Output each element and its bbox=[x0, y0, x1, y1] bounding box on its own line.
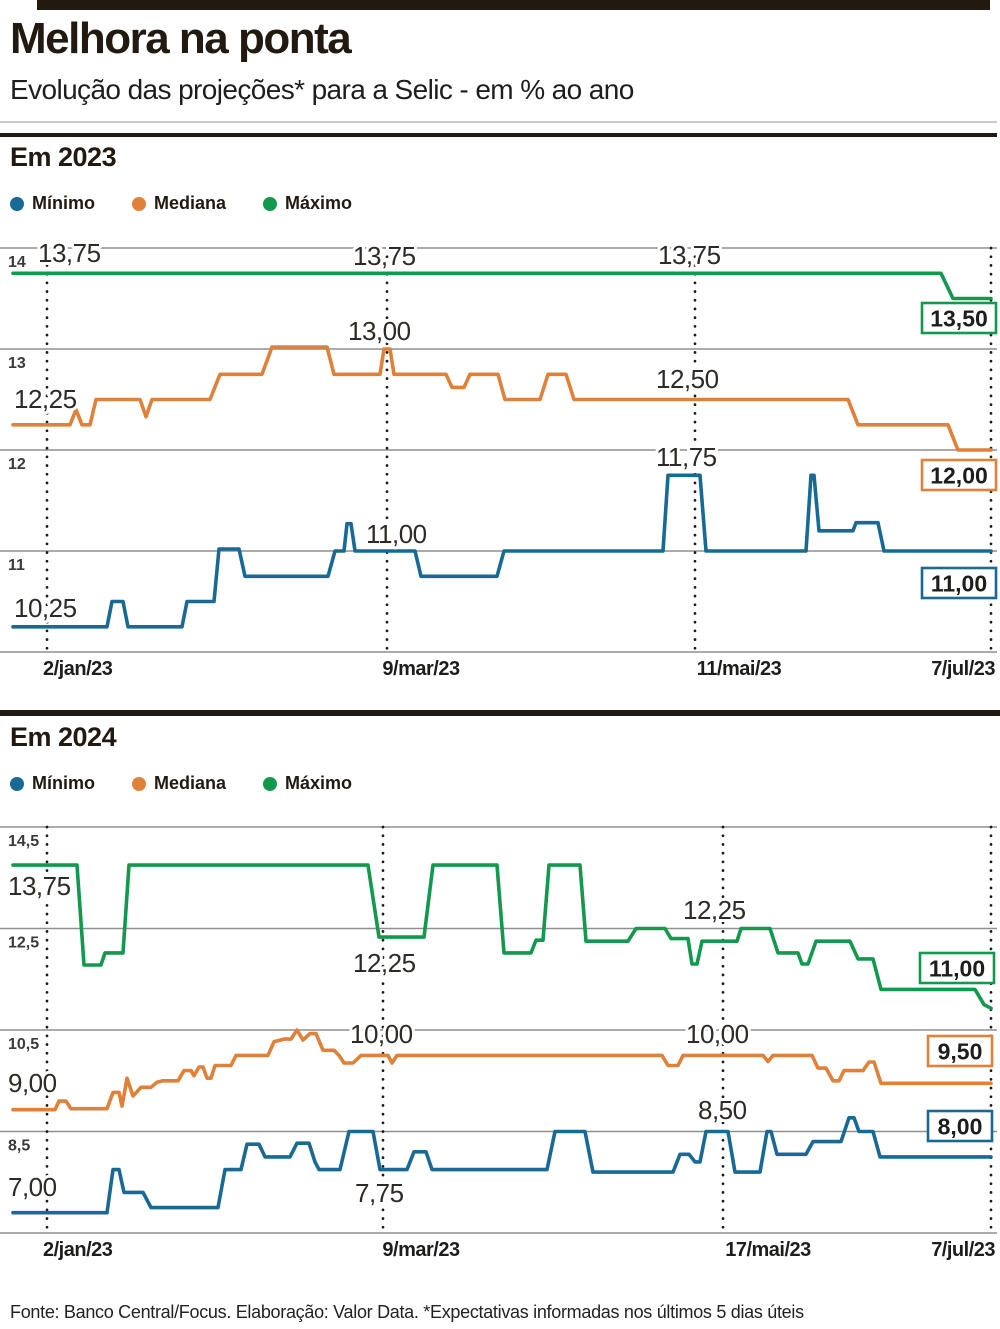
x-axis-label: 7/jul/23 bbox=[931, 1239, 995, 1261]
series-line-minimo bbox=[11, 473, 993, 629]
value-annotation: 10,00 bbox=[686, 1019, 749, 1049]
maximo-dot-icon bbox=[263, 196, 278, 211]
legend-label: Mínimo bbox=[32, 193, 95, 213]
end-value-box-mediana bbox=[926, 1034, 994, 1068]
y-tick-label: 12 bbox=[8, 456, 26, 473]
page-subtitle: Evolução das projeções* para a Selic - e… bbox=[10, 74, 634, 105]
y-tick-label: 13 bbox=[8, 355, 26, 372]
value-annotation: 7,00 bbox=[8, 1172, 57, 1202]
minimo-dot-icon bbox=[10, 776, 24, 791]
legend-label: Máximo bbox=[285, 193, 353, 213]
value-annotation: 11,00 bbox=[366, 519, 427, 549]
end-value-box-mediana bbox=[920, 458, 998, 492]
end-value-box-maximo bbox=[920, 301, 998, 335]
y-tick-label: 8,5 bbox=[8, 1138, 30, 1155]
series-line-mediana bbox=[11, 345, 993, 452]
end-value-label: 8,00 bbox=[938, 1114, 983, 1140]
series-line-maximo bbox=[11, 271, 993, 301]
value-annotation: 9,00 bbox=[8, 1068, 57, 1098]
value-annotation: 13,75 bbox=[8, 871, 71, 901]
value-annotation: 13,75 bbox=[658, 240, 721, 270]
legend-item-minimo: Mínimo bbox=[10, 193, 95, 214]
x-axis-label: 17/mai/23 bbox=[725, 1239, 811, 1261]
end-value-label: 11,00 bbox=[931, 571, 987, 597]
end-value-box-minimo bbox=[926, 1109, 994, 1143]
y-tick-label: 11 bbox=[8, 557, 25, 574]
section-rule-2023 bbox=[0, 133, 997, 137]
y-tick-label: 14 bbox=[8, 254, 26, 271]
x-axis-label: 11/mai/23 bbox=[697, 658, 782, 680]
source-note: Fonte: Banco Central/Focus. Elaboração: … bbox=[10, 1302, 804, 1322]
maximo-dot-icon bbox=[263, 776, 278, 791]
legend-label: Mínimo bbox=[32, 773, 95, 793]
section-title-2024: Em 2024 bbox=[10, 722, 117, 752]
end-value-label: 9,50 bbox=[938, 1039, 983, 1065]
chart-svg: 14 13 12 11 13,75 13,75 13,75 13,00 12,25 12,50 11… bbox=[0, 235, 998, 680]
value-annotation: 12,25 bbox=[683, 895, 746, 925]
section-rule-2024 bbox=[0, 710, 1000, 716]
end-value-box-minimo bbox=[920, 566, 998, 600]
legend-item-maximo: Máximo bbox=[263, 193, 352, 214]
end-value-label: 13,50 bbox=[930, 306, 988, 332]
legend-label: Máximo bbox=[285, 773, 353, 793]
value-annotation: 10,00 bbox=[350, 1019, 413, 1049]
y-tick-label: 12,5 bbox=[8, 935, 39, 952]
y-tick-label: 10,5 bbox=[8, 1036, 39, 1053]
value-annotation: 7,75 bbox=[355, 1178, 404, 1208]
legend-label: Mediana bbox=[154, 773, 227, 793]
legend-item-mediana: Mediana bbox=[132, 773, 226, 794]
value-annotation: 13,75 bbox=[353, 241, 416, 271]
chart-svg: 14,5 12,5 10,5 8,5 13,75 12,25 12,25 10,00 10,00… bbox=[0, 825, 997, 1261]
end-value-label: 12,00 bbox=[930, 463, 988, 489]
minimo-dot-icon bbox=[10, 196, 24, 211]
end-value-label: 11,00 bbox=[929, 956, 985, 982]
chart-em-2023: 14 13 12 11 13,75 13,75 13,75 13,00 12,25 12,50 11… bbox=[0, 235, 1000, 700]
legend-item-mediana: Mediana bbox=[132, 193, 226, 214]
value-annotation: 12,25 bbox=[14, 384, 77, 414]
value-annotation: 12,25 bbox=[353, 948, 416, 978]
series-line-maximo bbox=[11, 863, 993, 1010]
top-black-bar bbox=[37, 0, 990, 10]
legend-label: Mediana bbox=[154, 193, 227, 213]
value-annotation: 8,50 bbox=[698, 1095, 747, 1125]
page-title: Melhora na ponta bbox=[10, 14, 352, 63]
chart-em-2024: 14,5 12,5 10,5 8,5 13,75 12,25 12,25 10,00 10,00… bbox=[0, 820, 1000, 1285]
series-line-mediana bbox=[11, 1028, 993, 1112]
section-title-2023: Em 2023 bbox=[10, 142, 117, 172]
series-line-minimo bbox=[11, 1115, 993, 1215]
value-annotation: 10,25 bbox=[14, 593, 77, 623]
x-axis-label: 2/jan/23 bbox=[43, 658, 113, 680]
y-tick-label: 14,5 bbox=[8, 833, 39, 850]
value-annotation: 13,75 bbox=[38, 240, 101, 268]
x-axis-label: 9/mar/23 bbox=[382, 1239, 460, 1261]
value-annotation: 11,75 bbox=[656, 442, 717, 472]
x-axis-label: 7/jul/23 bbox=[931, 658, 995, 680]
mediana-dot-icon bbox=[132, 776, 146, 791]
value-annotation: 12,50 bbox=[656, 364, 719, 394]
legend-2023: Mínimo Mediana Máximo bbox=[10, 193, 389, 214]
divider-line bbox=[0, 121, 997, 123]
end-value-box-maximo bbox=[918, 951, 996, 985]
legend-item-minimo: Mínimo bbox=[10, 773, 95, 794]
x-axis-label: 2/jan/23 bbox=[43, 1239, 113, 1261]
x-axis-label: 9/mar/23 bbox=[382, 658, 460, 680]
legend-2024: Mínimo Mediana Máximo bbox=[10, 773, 389, 794]
legend-item-maximo: Máximo bbox=[263, 773, 352, 794]
value-annotation: 13,00 bbox=[348, 316, 411, 346]
mediana-dot-icon bbox=[132, 196, 146, 211]
